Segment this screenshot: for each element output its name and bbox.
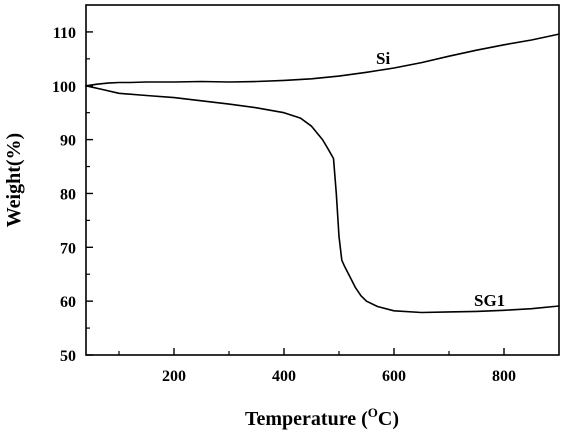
x-tick-label-800: 800 (492, 368, 516, 385)
y-tick-label-50: 50 (60, 348, 76, 365)
x-tick-label-400: 400 (272, 368, 296, 385)
x-axis-title-unit: C) (378, 408, 399, 430)
y-tick-label-80: 80 (60, 186, 76, 203)
series-label-sg1: SG1 (474, 291, 505, 310)
series-line-si (85, 33, 560, 87)
x-tick-label-200: 200 (162, 368, 186, 385)
series-layer (85, 33, 560, 314)
y-tick-label-90: 90 (60, 133, 76, 150)
y-axis-title: Weight(%) (3, 133, 25, 227)
y-tick-label-110: 110 (53, 25, 76, 42)
series-label-si: Si (376, 49, 390, 68)
x-axis-title-superscript: O (368, 405, 378, 420)
plot-frame (85, 4, 560, 356)
y-tick-label-100: 100 (52, 79, 76, 96)
y-tick-label-60: 60 (60, 294, 76, 311)
x-axis-title-text: Temperature ( (245, 408, 368, 430)
series-line-sg1 (85, 85, 560, 314)
x-axis-title: Temperature (OC) (245, 405, 399, 430)
y-tick-label-70: 70 (60, 240, 76, 257)
tick-layer: 200 400 600 800 50 60 70 80 90 100 110 (52, 25, 516, 385)
x-tick-label-600: 600 (382, 368, 406, 385)
